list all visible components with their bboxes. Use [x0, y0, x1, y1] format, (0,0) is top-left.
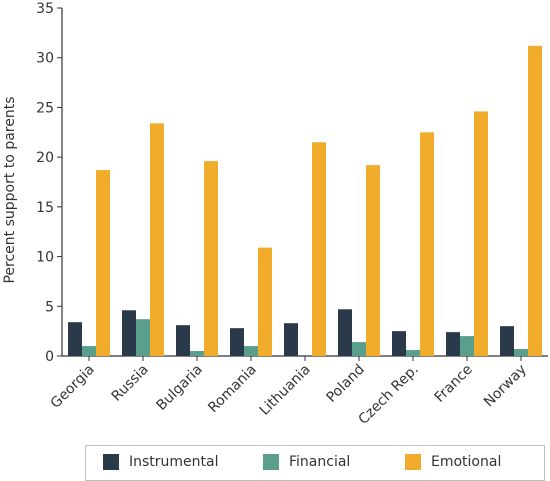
bar-instrumental-norway	[500, 326, 514, 356]
x-tick-label: Lithuania	[257, 362, 314, 419]
bar-emotional-georgia	[96, 170, 110, 356]
y-tick-label: 20	[36, 150, 54, 166]
bar-financial-bulgaria	[190, 351, 204, 356]
bar-emotional-france	[474, 111, 488, 356]
bar-emotional-russia	[150, 123, 164, 356]
y-axis-title: Percent support to parents	[2, 96, 18, 283]
y-tick-label: 30	[36, 51, 54, 67]
bar-emotional-bulgaria	[204, 161, 218, 356]
y-tick-label: 10	[36, 250, 54, 266]
bar-financial-poland	[352, 342, 366, 356]
x-tick-label: Romania	[205, 362, 260, 417]
y-tick-label: 15	[36, 200, 54, 216]
bar-emotional-lithuania	[312, 142, 326, 356]
x-tick-label: Poland	[323, 362, 367, 406]
y-tick-label: 35	[36, 1, 54, 17]
x-tick-label: Georgia	[48, 362, 98, 412]
bar-financial-czech-rep	[406, 350, 420, 356]
y-tick-label: 5	[45, 299, 54, 315]
legend-label-financial: Financial	[289, 454, 351, 470]
bar-emotional-czech-rep	[420, 132, 434, 356]
bar-instrumental-czech-rep	[392, 331, 406, 356]
bar-instrumental-france	[446, 332, 460, 356]
bar-financial-georgia	[82, 346, 96, 356]
bar-emotional-poland	[366, 165, 380, 356]
x-tick-label: Norway	[481, 362, 530, 411]
bar-financial-romania	[244, 346, 258, 356]
x-tick-label: France	[432, 362, 476, 406]
bar-financial-russia	[136, 319, 150, 356]
bar-financial-norway	[514, 349, 528, 356]
x-tick-label: Bulgaria	[153, 362, 205, 414]
legend-item-emotional: Emotional	[405, 454, 501, 470]
bar-instrumental-georgia	[68, 322, 82, 356]
bar-financial-france	[460, 336, 474, 356]
x-tick-label: Russia	[109, 362, 152, 405]
legend-label-instrumental: Instrumental	[129, 454, 219, 470]
legend-swatch-instrumental	[103, 454, 119, 470]
y-axis: 0 5 10 15 20 25 30 35 Percent support to parent…	[2, 1, 63, 365]
legend-item-financial: Financial	[263, 454, 350, 470]
bars	[68, 45, 542, 356]
bar-emotional-romania	[258, 247, 272, 356]
y-tick-label: 0	[45, 349, 54, 365]
legend-item-instrumental: Instrumental	[103, 454, 219, 470]
legend-label-emotional: Emotional	[431, 454, 502, 470]
bar-emotional-norway	[528, 45, 542, 356]
bar-instrumental-poland	[338, 309, 352, 356]
bar-instrumental-bulgaria	[176, 325, 190, 356]
bar-instrumental-romania	[230, 328, 244, 356]
legend-swatch-financial	[263, 454, 279, 470]
y-tick-label: 25	[36, 100, 54, 116]
bar-instrumental-russia	[122, 310, 136, 356]
legend: Instrumental Financial Emotional	[85, 445, 545, 481]
legend-swatch-emotional	[405, 454, 421, 470]
bar-instrumental-lithuania	[284, 323, 298, 356]
